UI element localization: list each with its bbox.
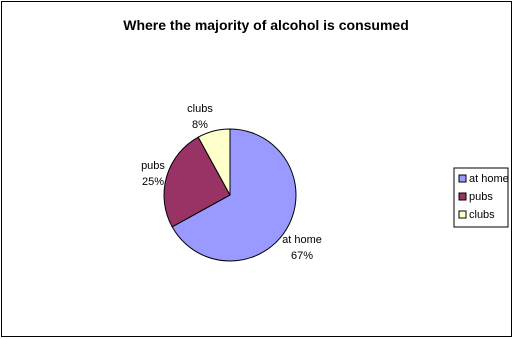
data-label-percent: 67% (291, 250, 313, 262)
legend: at home pubs clubs (453, 167, 509, 228)
legend-label: clubs (469, 209, 495, 221)
pie-slice-clubs (197, 128, 231, 196)
pie-slice-at-home (171, 128, 297, 262)
pie-slice-pubs (163, 136, 231, 228)
legend-label: at home (469, 173, 509, 185)
data-label-percent: 8% (192, 119, 208, 131)
data-label-percent: 25% (142, 176, 164, 188)
chart-title: Where the majority of alcohol is consume… (123, 17, 409, 33)
data-label-category: clubs (187, 103, 213, 115)
legend-label: pubs (469, 191, 493, 203)
legend-swatch (458, 174, 467, 183)
legend-swatch (458, 210, 467, 219)
data-label-category: pubs (141, 160, 165, 172)
data-labels: at home 67% pubs 25% clubs 8% (141, 103, 322, 262)
pie-slices (163, 128, 297, 262)
legend-swatch (458, 192, 467, 201)
data-label-category: at home (282, 234, 322, 246)
